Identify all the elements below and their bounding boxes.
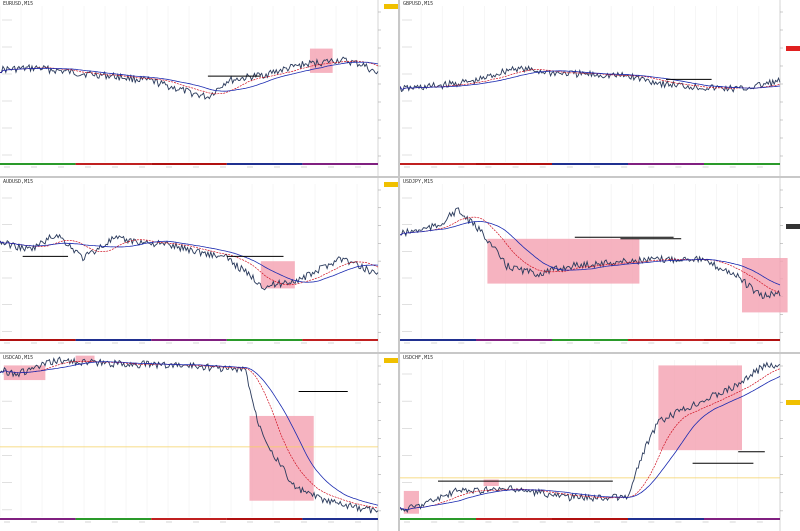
symbol-label: AUDUSD,M15 bbox=[3, 179, 34, 185]
symbol-label: GBPUSD,M15 bbox=[403, 1, 434, 7]
slow-moving-average bbox=[0, 61, 379, 92]
session-bar bbox=[628, 518, 704, 520]
highlight-zone bbox=[75, 355, 95, 363]
chart-pane-p5[interactable]: USDCAD,M15 bbox=[0, 354, 398, 531]
fast-moving-average bbox=[0, 361, 379, 509]
last-price-tag bbox=[786, 224, 800, 229]
chart-pane-p1[interactable]: EURUSD,M15 bbox=[0, 0, 398, 176]
last-price-tag bbox=[384, 358, 398, 363]
slow-moving-average bbox=[400, 70, 781, 90]
symbol-label: USDCAD,M15 bbox=[3, 355, 34, 361]
session-bar bbox=[302, 339, 378, 341]
chart-pane-p2[interactable]: GBPUSD,M15 bbox=[400, 0, 800, 176]
last-price-tag bbox=[786, 46, 800, 51]
session-bar bbox=[476, 518, 552, 520]
last-price-tag bbox=[384, 182, 398, 187]
session-bar bbox=[0, 518, 76, 520]
price-series bbox=[400, 361, 781, 513]
highlight-zone bbox=[483, 479, 499, 487]
price-chart bbox=[0, 178, 381, 352]
fast-moving-average bbox=[0, 60, 379, 95]
slow-moving-average bbox=[0, 361, 379, 506]
session-bar bbox=[75, 339, 152, 341]
fast-moving-average bbox=[0, 239, 379, 286]
session-bar bbox=[226, 518, 303, 520]
last-price-tag bbox=[384, 4, 398, 9]
symbol-label: USDJPY,M15 bbox=[403, 179, 434, 185]
session-bar bbox=[476, 339, 552, 341]
slow-moving-average bbox=[0, 240, 379, 283]
highlight-zone bbox=[249, 415, 314, 501]
highlight-zone bbox=[658, 365, 742, 451]
price-series bbox=[0, 233, 379, 291]
chart-pane-p3[interactable]: AUDUSD,M15 bbox=[0, 178, 398, 352]
highlight-zone bbox=[487, 238, 640, 284]
session-bar bbox=[628, 339, 704, 341]
session-bar bbox=[628, 163, 704, 165]
price-series bbox=[0, 356, 379, 514]
session-bar bbox=[704, 163, 780, 165]
session-bar bbox=[302, 163, 378, 165]
session-bar bbox=[476, 163, 552, 165]
session-bar bbox=[704, 518, 780, 520]
fast-moving-average bbox=[400, 69, 781, 90]
session-bar bbox=[400, 163, 476, 165]
session-bar bbox=[552, 163, 628, 165]
session-bar bbox=[302, 518, 378, 520]
fast-moving-average bbox=[400, 216, 781, 293]
session-bar bbox=[552, 518, 628, 520]
price-chart bbox=[400, 0, 783, 176]
symbol-label: EURUSD,M15 bbox=[3, 1, 34, 7]
session-bar bbox=[151, 518, 227, 520]
chart-pane-p6[interactable]: USDCHF,M15 bbox=[400, 354, 800, 531]
price-chart bbox=[0, 354, 381, 531]
session-bar bbox=[75, 518, 152, 520]
price-series bbox=[400, 207, 781, 299]
session-bar bbox=[704, 339, 780, 341]
last-price-tag bbox=[786, 400, 800, 405]
slow-moving-average bbox=[400, 221, 781, 286]
symbol-label: USDCHF,M15 bbox=[403, 355, 434, 361]
session-bar bbox=[151, 339, 227, 341]
price-chart bbox=[0, 0, 381, 176]
session-bar bbox=[0, 163, 76, 165]
slow-moving-average bbox=[400, 376, 781, 511]
session-bar bbox=[226, 339, 303, 341]
chart-pane-p4[interactable]: USDJPY,M15 bbox=[400, 178, 800, 352]
price-chart bbox=[400, 178, 788, 352]
fast-moving-average bbox=[400, 368, 781, 511]
session-bar bbox=[151, 163, 227, 165]
session-bar bbox=[400, 518, 476, 520]
session-bar bbox=[552, 339, 628, 341]
session-bar bbox=[226, 163, 303, 165]
session-bar bbox=[400, 339, 476, 341]
price-chart bbox=[400, 354, 783, 531]
session-bar bbox=[0, 339, 76, 341]
session-bar bbox=[75, 163, 152, 165]
